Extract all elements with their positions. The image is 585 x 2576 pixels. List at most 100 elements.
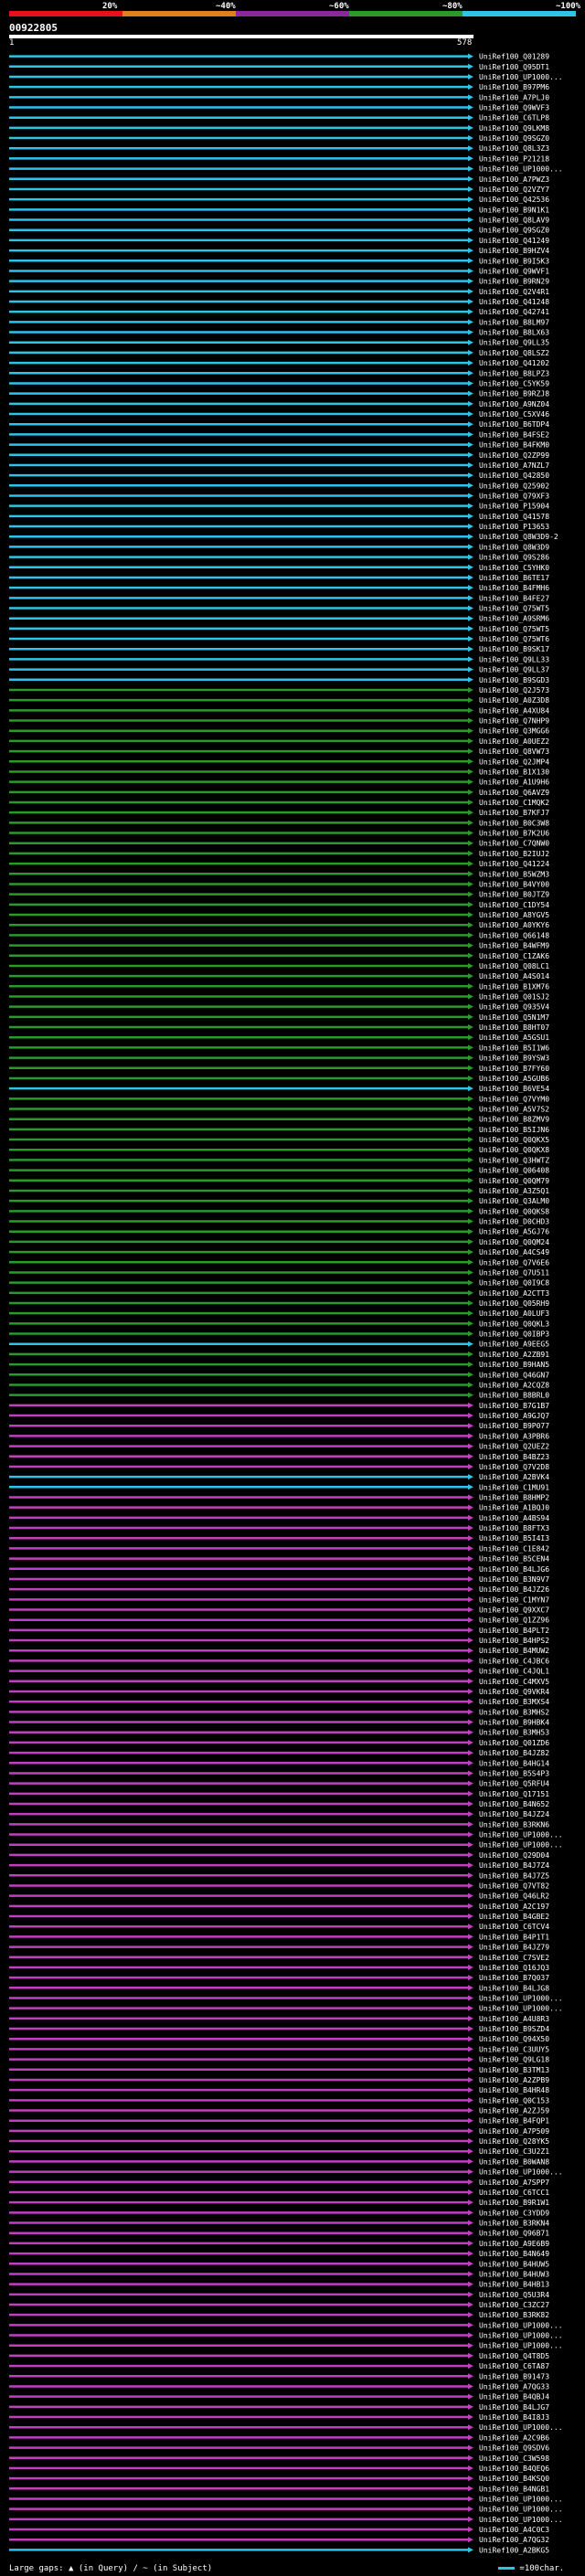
hit-label: UniRef100_UP1000...: [479, 1994, 563, 2002]
hit-label: UniRef100_B4HG14: [479, 1759, 549, 1767]
hit-arrow: [468, 2230, 473, 2236]
hit-arrow: [468, 2302, 473, 2307]
hit-row: UniRef100_B4WFM9: [9, 942, 549, 950]
hit-arrow: [468, 1617, 473, 1623]
hit-arrow: [468, 993, 473, 1000]
hit-arrow: [468, 850, 473, 856]
hit-label: UniRef100_B8HT07: [479, 1023, 549, 1032]
hit-arrow: [468, 124, 473, 131]
hit-row: UniRef100_A4CS49: [9, 1248, 549, 1256]
hit-row: UniRef100_B9HAN5: [9, 1361, 549, 1369]
hit-arrow: [468, 1402, 473, 1408]
hit-label: UniRef100_A4CS49: [479, 1248, 549, 1256]
hit-arrow: [468, 461, 473, 468]
hit-arrow: [468, 2373, 473, 2380]
hit-row: UniRef100_Q0QM79: [9, 1177, 549, 1185]
hit-row: UniRef100_B4VY00: [9, 880, 549, 888]
hit-row: UniRef100_A2CQZ8: [9, 1381, 549, 1389]
hit-label: UniRef100_P21218: [479, 154, 549, 163]
hit-label: UniRef100_Q9LL35: [479, 339, 549, 347]
hit-label: UniRef100_Q9SGZ0: [479, 227, 549, 235]
hit-label: UniRef100_B8LM97: [479, 318, 549, 326]
hit-label: UniRef100_A1U9H6: [479, 779, 549, 787]
hit-arrow: [468, 901, 473, 907]
hit-row: UniRef100_Q0QKS8: [9, 1207, 549, 1215]
hit-row: UniRef100_Q7U511: [9, 1268, 549, 1277]
hit-arrow: [468, 2342, 473, 2348]
hit-arrow: [468, 1565, 473, 1572]
hit-row: UniRef100_Q8VW73: [9, 747, 549, 756]
hit-arrow: [468, 748, 473, 755]
hit-label: UniRef100_Q9VKR4: [479, 1688, 549, 1696]
hit-arrow: [468, 1065, 473, 1071]
hit-arrow: [468, 2506, 473, 2512]
hit-row: UniRef100_Q0I9C8: [9, 1279, 549, 1288]
hit-arrow: [468, 2516, 473, 2522]
hit-row: UniRef100_Q7NHP9: [9, 717, 549, 726]
hit-row: UniRef100_Q17151: [9, 1790, 549, 1798]
hit-arrow: [468, 1770, 473, 1776]
hit-label: UniRef100_Q5U3R4: [479, 2291, 549, 2299]
hit-row: UniRef100_B3TM13: [9, 2066, 549, 2074]
hit-label: UniRef100_Q25902: [479, 482, 549, 490]
hit-row: UniRef100_Q75WT5: [9, 605, 549, 613]
hit-label: UniRef100_UP1000...: [479, 165, 563, 174]
hit-row: UniRef100_B4HB13: [9, 2281, 549, 2289]
hit-label: UniRef100_B4FMH6: [479, 584, 549, 592]
hit-label: UniRef100_A2CTT3: [479, 1289, 549, 1298]
hit-row: UniRef100_UP1000...: [9, 2332, 563, 2340]
hit-label: UniRef100_C1ZAK6: [479, 952, 549, 960]
hit-row: UniRef100_B9SZD4: [9, 2025, 549, 2033]
hit-row: UniRef100_C5YHK0: [9, 564, 549, 572]
hit-row: UniRef100_Q41249: [9, 237, 549, 245]
hit-arrow: [468, 2138, 473, 2145]
hit-arrow: [468, 2168, 473, 2175]
hit-arrow: [468, 1954, 473, 1960]
hit-row: UniRef100_UP1000...: [9, 165, 563, 174]
hit-arrow: [468, 349, 473, 355]
hit-row: UniRef100_A7QG33: [9, 2382, 549, 2390]
hit-label: UniRef100_UP1000...: [479, 2332, 563, 2340]
hit-row: UniRef100_Q28YK5: [9, 2137, 549, 2146]
hit-arrow: [468, 2056, 473, 2062]
hit-label: UniRef100_B4KSQ0: [479, 2475, 549, 2483]
hit-row: UniRef100_B4KSQ0: [9, 2475, 549, 2483]
hit-row: UniRef100_B8HT07: [9, 1023, 549, 1032]
hit-arrow: [468, 820, 473, 826]
hit-arrow: [468, 534, 473, 540]
hit-label: UniRef100_A4U8R3: [479, 2015, 549, 2023]
hit-arrow: [468, 1106, 473, 1112]
hit-row: UniRef100_A2BVK4: [9, 1473, 549, 1481]
hit-label: UniRef100_B4FKM0: [479, 441, 549, 450]
hit-arrow: [468, 1862, 473, 1869]
hit-arrow: [468, 1606, 473, 1613]
hit-row: UniRef100_B4HG14: [9, 1759, 549, 1767]
hit-arrow: [468, 636, 473, 642]
hit-row: UniRef100_B97PM6: [9, 83, 549, 91]
hit-arrow: [468, 1300, 473, 1306]
hit-arrow: [468, 595, 473, 601]
hit-arrow: [468, 2097, 473, 2104]
hit-arrow: [468, 1596, 473, 1603]
hit-label: UniRef100_Q8LAV9: [479, 217, 549, 225]
hit-label: UniRef100_B4N649: [479, 2250, 549, 2258]
hit-arrow: [468, 656, 473, 663]
legend-label: ~60%: [329, 2, 349, 11]
hit-label: UniRef100_C4JBC6: [479, 1657, 549, 1665]
hit-label: UniRef100_B6TE17: [479, 574, 549, 582]
hit-row: UniRef100_Q75WT6: [9, 635, 549, 643]
hit-row: UniRef100_Q9LKM8: [9, 124, 549, 133]
hit-label: UniRef100_B9HAN5: [479, 1361, 549, 1369]
hit-row: UniRef100_B9N1K1: [9, 206, 549, 214]
hit-arrow: [468, 524, 473, 530]
hit-label: UniRef100_B7KFJ7: [479, 809, 549, 817]
hit-row: UniRef100_Q2V4R1: [9, 288, 549, 296]
hit-arrow: [468, 1985, 473, 1991]
hit-arrow: [468, 697, 473, 704]
hit-arrow: [468, 2036, 473, 2042]
hit-label: UniRef100_B4LJG7: [479, 2403, 549, 2412]
hit-row: UniRef100_A5GUB6: [9, 1075, 549, 1083]
hit-label: UniRef100_B9HZV4: [479, 247, 549, 255]
hit-row: UniRef100_A5GSU1: [9, 1034, 549, 1042]
hit-arrow: [468, 2066, 473, 2072]
